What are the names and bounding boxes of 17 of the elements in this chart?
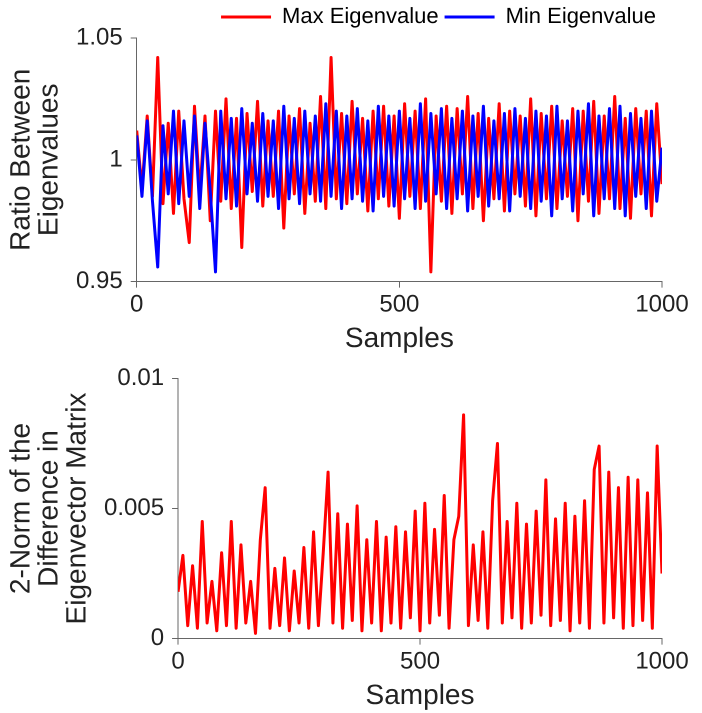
y-tick-label: 1.05 <box>76 24 123 51</box>
y-axis-title: Ratio Between Eigenvalues <box>4 68 64 251</box>
y-tick-label: 0.95 <box>76 267 123 294</box>
y-tick-label: 1 <box>109 145 123 172</box>
legend-label: Min Eigenvalue <box>506 3 656 28</box>
y-axis-title: 2-Norm of the Difference in Eigenvector Matrix <box>4 392 92 624</box>
x-axis-title: Samples <box>344 322 454 353</box>
x-axis-title: Samples <box>366 678 474 710</box>
legend-label: Max Eigenvalue <box>282 3 439 28</box>
x-tick-label: 0 <box>171 648 185 675</box>
x-tick-label: 500 <box>400 648 440 675</box>
y-tick-label: 0.01 <box>117 364 164 392</box>
y-tick-label: 0.005 <box>104 494 164 522</box>
x-tick-label: 500 <box>379 290 420 318</box>
x-tick-label: 1000 <box>635 290 689 318</box>
x-tick-label: 1000 <box>635 648 689 675</box>
y-tick-label: 0 <box>150 624 164 652</box>
